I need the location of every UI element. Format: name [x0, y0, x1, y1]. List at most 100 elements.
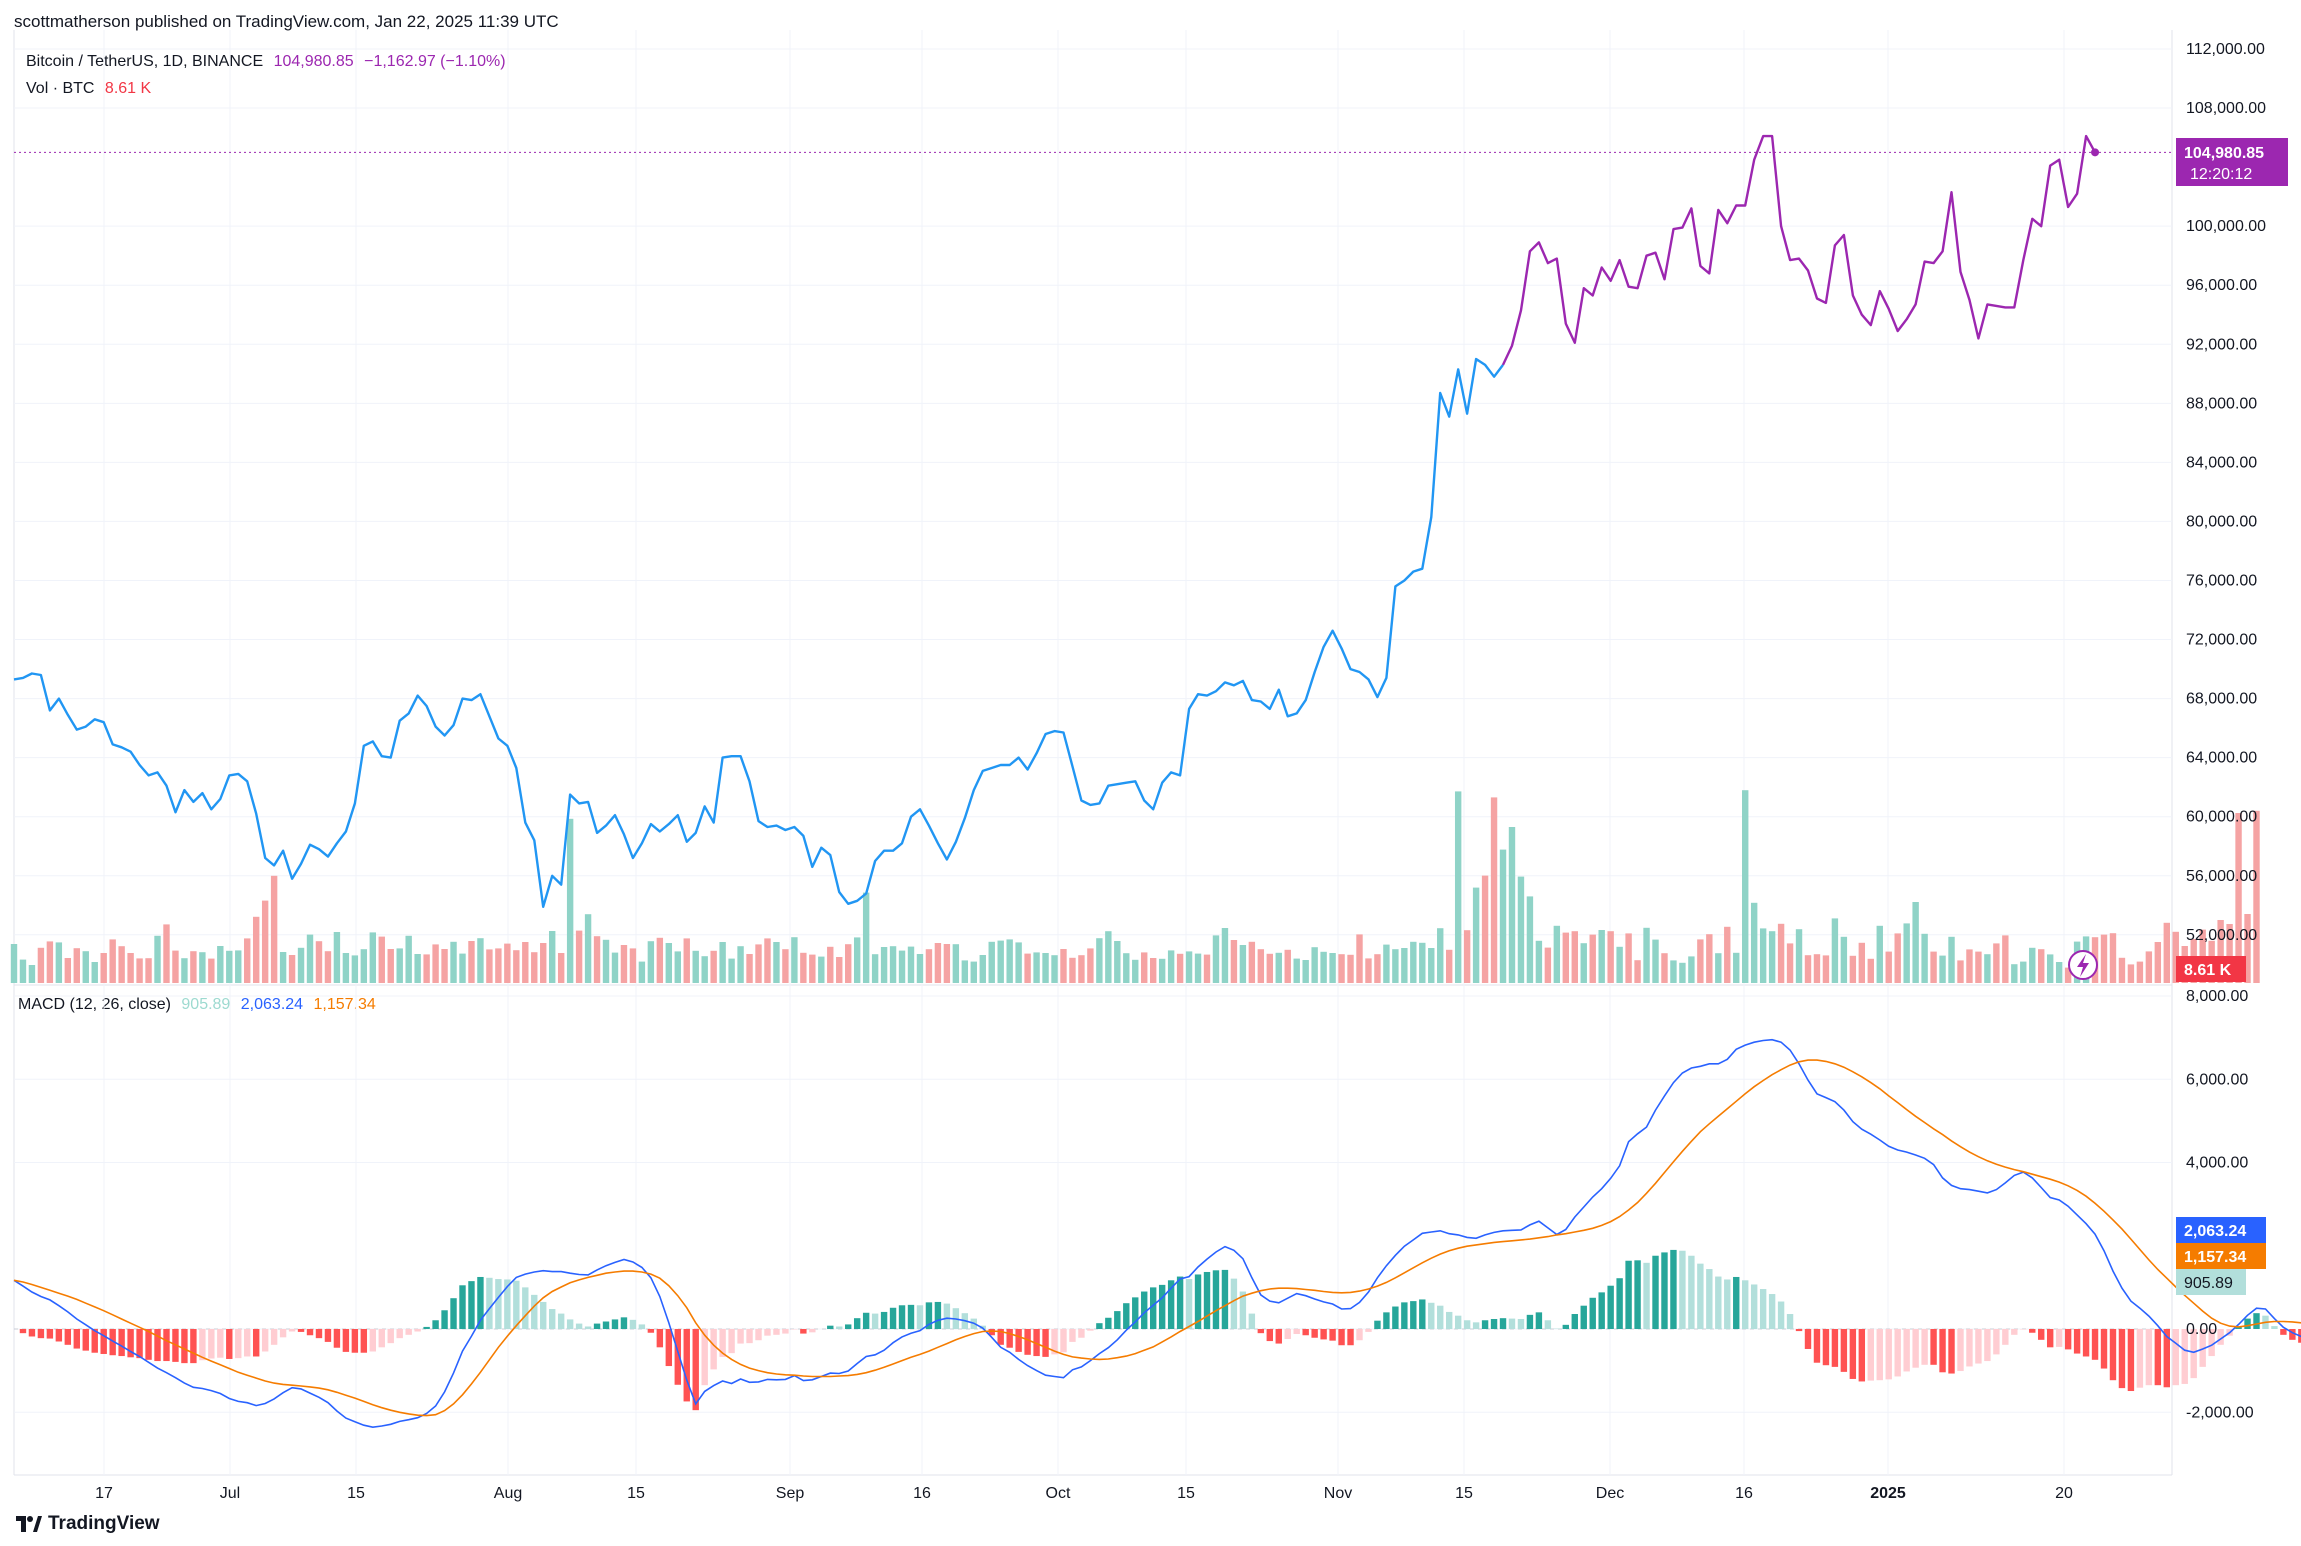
macd-hist-bar	[136, 1329, 143, 1359]
volume-bar	[181, 958, 188, 983]
volume-bar	[1858, 942, 1866, 983]
volume-bar	[1804, 955, 1812, 983]
macd-axis-tick: -2,000.00	[2186, 1404, 2254, 1421]
volume-bar	[782, 949, 789, 983]
volume-bar	[1876, 925, 1883, 983]
macd-hist-bar	[450, 1298, 457, 1329]
macd-hist-bar	[1419, 1299, 1426, 1329]
volume-bar	[1786, 943, 1794, 983]
volume-bar	[665, 943, 673, 983]
macd-hist-bar	[2181, 1329, 2188, 1384]
macd-hist-bar	[647, 1329, 655, 1333]
macd-hist-bar	[1069, 1329, 1076, 1342]
volume-label[interactable]: Vol · BTC	[26, 80, 95, 97]
macd-hist-bar	[1428, 1302, 1435, 1329]
macd-hist-bar	[1652, 1255, 1659, 1329]
macd-hist-bar	[1203, 1271, 1211, 1329]
time-axis-tick: 16	[913, 1485, 931, 1502]
macd-hist-bar	[1437, 1305, 1444, 1329]
volume-bar	[1033, 952, 1040, 983]
volume-bar	[2038, 949, 2045, 983]
volume-bar	[1446, 949, 1453, 983]
macd-hist-bar	[46, 1329, 54, 1339]
macd-hist-bar	[1786, 1314, 1794, 1329]
volume-bar	[432, 944, 439, 983]
symbol-legend[interactable]: Bitcoin / TetherUS, 1D, BINANCE 104,980.…	[26, 53, 506, 71]
volume-bar	[1553, 925, 1561, 983]
macd-hist-bar	[1715, 1276, 1722, 1329]
macd-hist-bar	[486, 1277, 493, 1329]
volume-bar	[1024, 953, 1031, 983]
macd-legend[interactable]: MACD (12, 26, close) 905.89 2,063.24 1,1…	[18, 996, 376, 1014]
macd-hist-bar	[2118, 1329, 2126, 1389]
volume-bar	[172, 950, 179, 983]
volume-bar	[1912, 902, 1919, 983]
macd-hist-bar	[871, 1313, 879, 1329]
macd-hist-bar	[1517, 1319, 1525, 1329]
volume-bar	[1580, 943, 1587, 983]
volume-bar	[1679, 962, 1686, 983]
volume-bar	[853, 937, 861, 983]
time-axis-tick: 15	[1177, 1485, 1195, 1502]
macd-hist-bar	[1777, 1301, 1785, 1329]
macd-hist-bar	[1167, 1280, 1175, 1329]
macd-hist-bar	[1078, 1329, 1085, 1338]
macd-line-value: 2,063.24	[240, 996, 304, 1013]
volume-bar	[504, 943, 511, 983]
macd-hist-bar	[2217, 1329, 2224, 1345]
volume-bar	[1185, 951, 1193, 983]
volume-bar	[656, 937, 664, 983]
volume-bar	[1706, 934, 1713, 983]
macd-hist-bar	[943, 1303, 951, 1329]
volume-bar	[1428, 948, 1435, 983]
volume-bar	[925, 949, 933, 983]
volume-bar	[827, 946, 834, 983]
macd-hist-bar	[513, 1280, 520, 1329]
macd-label[interactable]: MACD (12, 26, close)	[18, 996, 171, 1013]
macd-hist-bar	[270, 1329, 278, 1345]
volume-bar	[1320, 951, 1327, 983]
time-axis-tick: 17	[95, 1485, 113, 1502]
macd-hist-bar	[1634, 1260, 1641, 1329]
volume-bar	[2163, 922, 2170, 983]
volume-bar	[55, 942, 63, 983]
countdown-tag: 12:20:12	[2190, 166, 2252, 183]
volume-bar	[163, 924, 170, 983]
volume-bar	[1490, 797, 1498, 983]
volume-bar	[1670, 960, 1677, 983]
macd-hist-bar	[64, 1329, 72, 1345]
tradingview-logo[interactable]: TradingView	[16, 1513, 160, 1535]
macd-hist-bar	[593, 1323, 601, 1329]
volume-bar	[486, 949, 493, 983]
macd-hist-bar	[1221, 1269, 1229, 1329]
volume-bar	[1149, 958, 1157, 983]
volume-bar	[279, 952, 287, 983]
macd-hist-bar	[557, 1313, 565, 1329]
volume-bar	[1374, 954, 1381, 983]
macd-hist-bar	[1679, 1250, 1686, 1329]
macd-hist-bar	[2002, 1329, 2009, 1345]
macd-hist-bar	[2073, 1329, 2081, 1354]
time-axis-tick: Nov	[1324, 1485, 1352, 1502]
volume-bar	[2020, 961, 2027, 983]
volume-legend[interactable]: Vol · BTC 8.61 K	[26, 80, 151, 98]
symbol-name[interactable]: Bitcoin / TetherUS, 1D, BINANCE	[26, 53, 264, 70]
volume-bar	[1508, 827, 1516, 983]
macd-hist-bar	[315, 1329, 323, 1339]
macd-hist-bar	[288, 1329, 296, 1332]
volume-bar	[396, 948, 403, 983]
volume-bar	[2055, 962, 2063, 983]
replay-button[interactable]	[2068, 950, 2098, 980]
macd-hist-bar	[1930, 1329, 1937, 1365]
volume-bar	[306, 934, 314, 983]
volume-bar	[1921, 933, 1928, 983]
macd-signal-tag: 1,157.34	[2184, 1249, 2246, 1266]
volume-bar	[1472, 887, 1480, 983]
time-axis-tick: 2025	[1870, 1485, 1906, 1502]
volume-bar	[1750, 902, 1758, 983]
volume-bar	[226, 950, 233, 983]
macd-hist-bar	[1194, 1274, 1202, 1329]
macd-hist-bar	[845, 1324, 852, 1329]
volume-bar	[997, 940, 1004, 983]
